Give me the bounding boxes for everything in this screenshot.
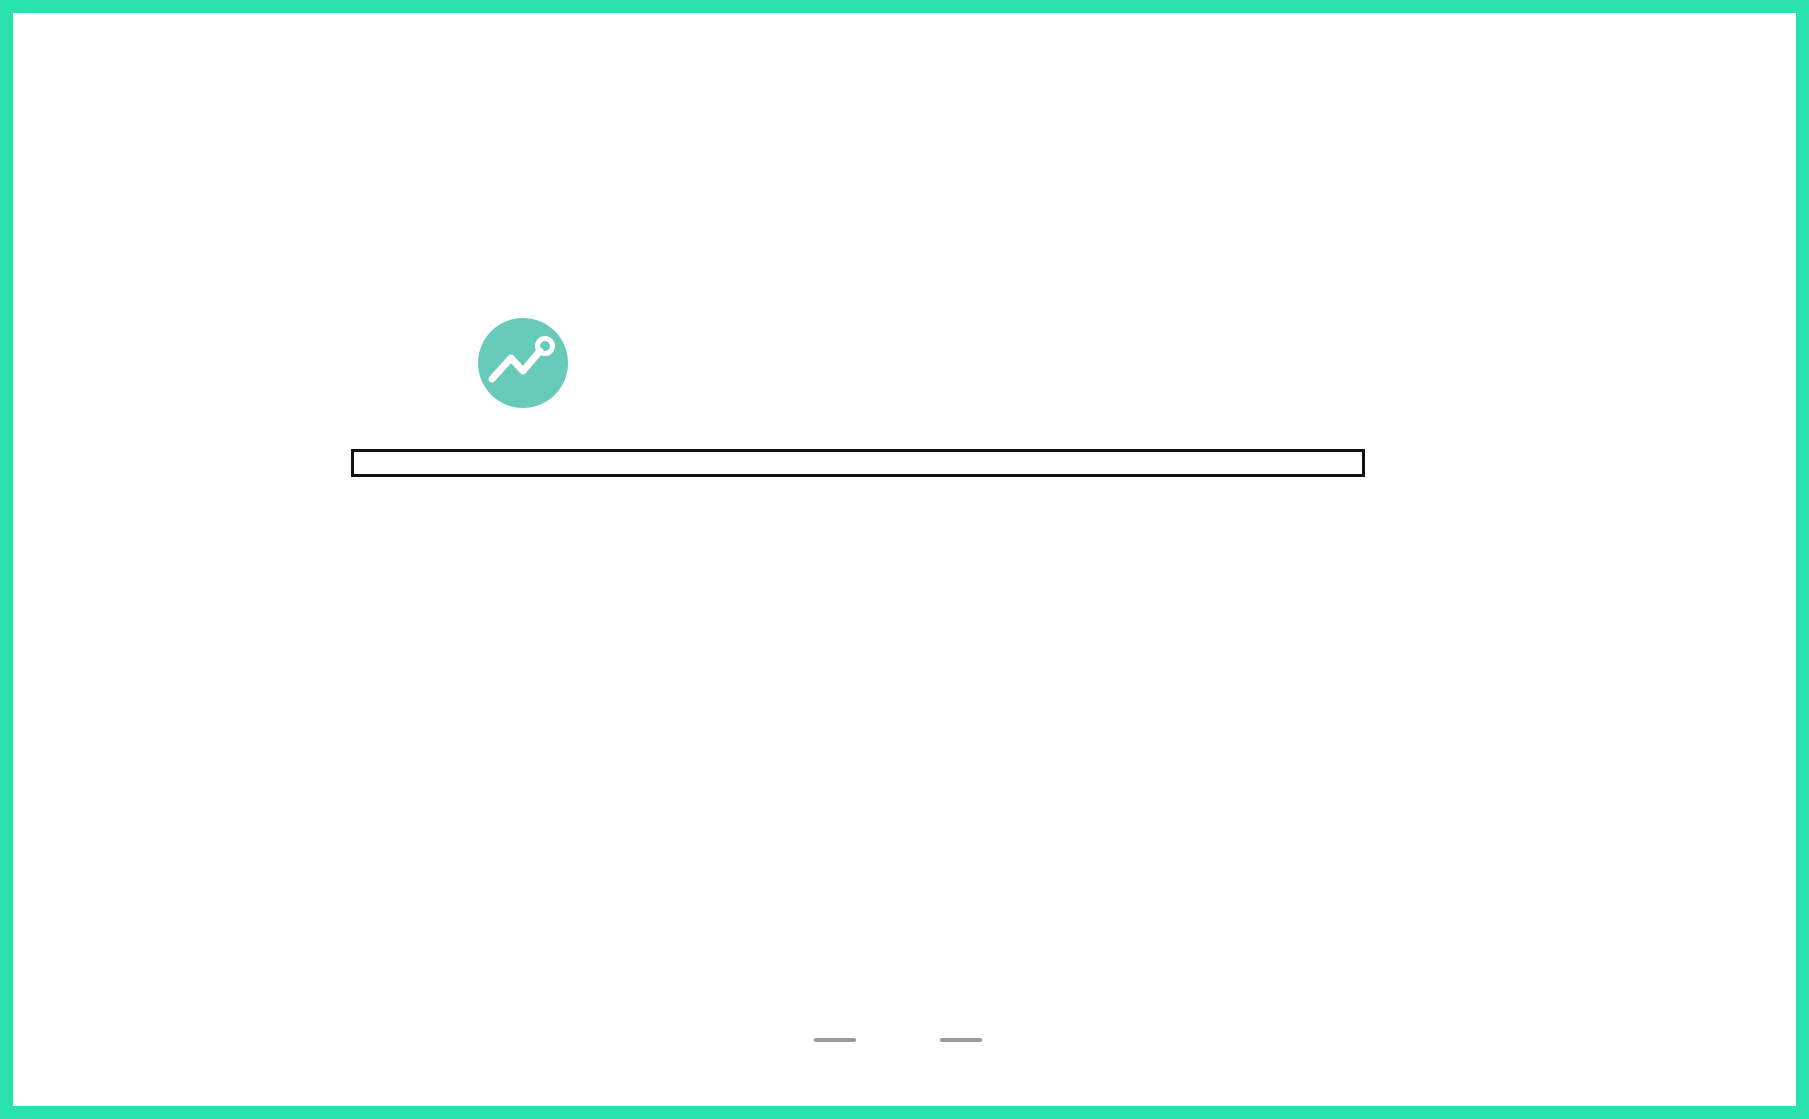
annotation-box (351, 449, 1365, 477)
chart-legend (0, 1038, 1809, 1042)
bdi-line-swatch-icon (939, 1038, 982, 1042)
legend-item-bdi[interactable] (939, 1038, 996, 1042)
fbx-line-swatch-icon (813, 1038, 856, 1042)
macromicro-watermark (478, 318, 588, 408)
legend-item-fbx[interactable] (813, 1038, 870, 1042)
chart-header (0, 26, 1809, 36)
macromicro-logo-icon (478, 318, 568, 408)
